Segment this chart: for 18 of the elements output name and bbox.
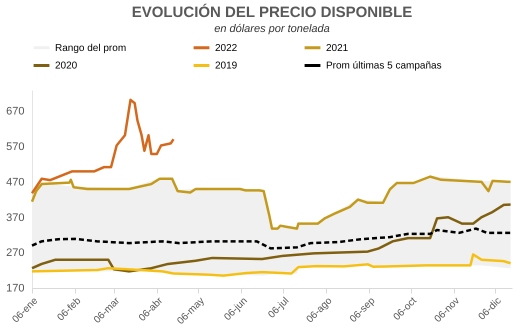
legend-label: 2022 bbox=[215, 42, 238, 54]
legend-label: 2020 bbox=[55, 60, 78, 72]
y-tick-label: 470 bbox=[6, 176, 24, 188]
legend-label: 2019 bbox=[215, 60, 238, 72]
legend-label: Rango del prom bbox=[55, 42, 126, 54]
line-series bbox=[30, 227, 512, 250]
legend-label: Prom últimas 5 campañas bbox=[326, 60, 442, 72]
y-tick-label: 570 bbox=[6, 141, 24, 154]
chart-subtitle: en dólares por tonelada bbox=[214, 23, 330, 35]
y-tick-label: 170 bbox=[6, 282, 24, 294]
y-tick-label: 670 bbox=[6, 106, 24, 118]
line-series bbox=[30, 98, 175, 194]
chart-title: EVOLUCIÓN DEL PRECIO DISPONIBLE bbox=[132, 3, 412, 21]
y-tick-label: 370 bbox=[6, 212, 24, 224]
legend-label: 2021 bbox=[326, 42, 349, 54]
y-tick-label: 270 bbox=[6, 247, 24, 260]
line-series bbox=[30, 203, 512, 273]
line-series bbox=[30, 253, 512, 277]
